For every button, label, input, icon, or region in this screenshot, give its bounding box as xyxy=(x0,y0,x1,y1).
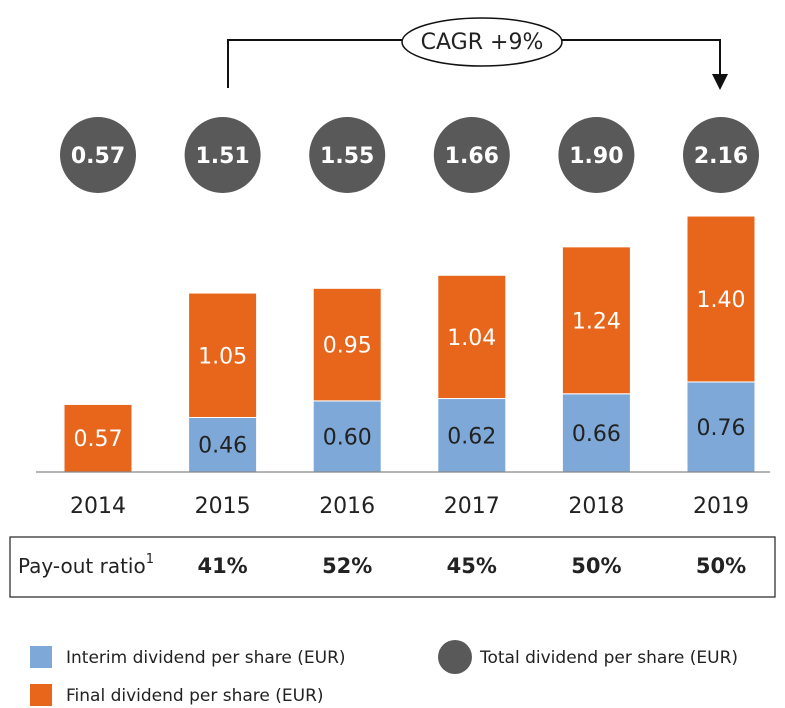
bar-value-label: 0.57 xyxy=(74,427,123,452)
legend-swatch xyxy=(30,646,52,668)
total-marker xyxy=(683,117,759,193)
bar-value-label: 0.46 xyxy=(198,434,247,459)
bar-value-label: 0.60 xyxy=(323,425,372,450)
total-label: 2.16 xyxy=(694,144,748,169)
payout-value: 50% xyxy=(571,554,621,578)
bar-value-label: 0.95 xyxy=(323,334,372,359)
payout-label: Pay-out ratio1 xyxy=(18,552,154,578)
x-tick-label: 2014 xyxy=(70,494,126,519)
bar-value-label: 0.76 xyxy=(697,416,746,441)
cagr-line xyxy=(562,39,721,76)
payout-label-text: Pay-out ratio xyxy=(18,554,146,578)
bar-value-label: 1.05 xyxy=(198,344,247,369)
bar-value-label: 0.66 xyxy=(572,422,621,447)
payout-value: 45% xyxy=(447,554,497,578)
x-tick-label: 2017 xyxy=(444,494,500,519)
legend-swatch xyxy=(30,684,52,706)
total-label: 0.57 xyxy=(71,144,125,169)
payout-footnote: 1 xyxy=(146,552,154,567)
total-marker xyxy=(60,117,136,193)
bar-value-label: 1.40 xyxy=(697,288,746,313)
cagr-label: CAGR +9% xyxy=(421,30,544,55)
total-marker xyxy=(433,117,510,193)
payout-box xyxy=(9,536,776,598)
payout-value: 52% xyxy=(322,554,372,578)
legend-swatch xyxy=(438,640,472,674)
legend-label: Total dividend per share (EUR) xyxy=(479,648,738,668)
total-label: 1.66 xyxy=(445,144,499,169)
total-marker xyxy=(558,117,635,193)
bar-segment xyxy=(686,215,756,383)
bar-value-label: 1.24 xyxy=(572,309,621,334)
total-label: 1.55 xyxy=(320,144,374,169)
bar-segment xyxy=(63,403,133,473)
x-tick-label: 2015 xyxy=(195,494,251,519)
total-marker xyxy=(309,117,386,193)
x-tick-label: 2016 xyxy=(319,494,375,519)
cagr-arrow xyxy=(712,74,728,90)
bar-value-label: 1.04 xyxy=(447,326,496,351)
total-label: 1.51 xyxy=(195,144,249,169)
total-marker xyxy=(184,117,261,193)
total-label: 1.90 xyxy=(569,144,623,169)
bar-value-label: 0.62 xyxy=(447,424,496,449)
bar-segment xyxy=(686,381,756,473)
payout-value: 41% xyxy=(197,554,247,578)
bar-segment xyxy=(188,416,258,473)
bar-segment xyxy=(312,287,382,402)
x-tick-label: 2018 xyxy=(568,494,624,519)
payout-value: 50% xyxy=(696,554,746,578)
cagr-line xyxy=(227,39,402,88)
cagr-ellipse xyxy=(401,17,563,67)
legend-label: Interim dividend per share (EUR) xyxy=(66,648,346,668)
bar-segment xyxy=(437,274,507,400)
bar-segment xyxy=(188,292,258,418)
x-tick-label: 2019 xyxy=(693,494,749,519)
bar-segment xyxy=(437,398,507,473)
bar-segment xyxy=(561,393,631,473)
bar-segment xyxy=(561,246,631,395)
legend-label: Final dividend per share (EUR) xyxy=(66,686,324,706)
